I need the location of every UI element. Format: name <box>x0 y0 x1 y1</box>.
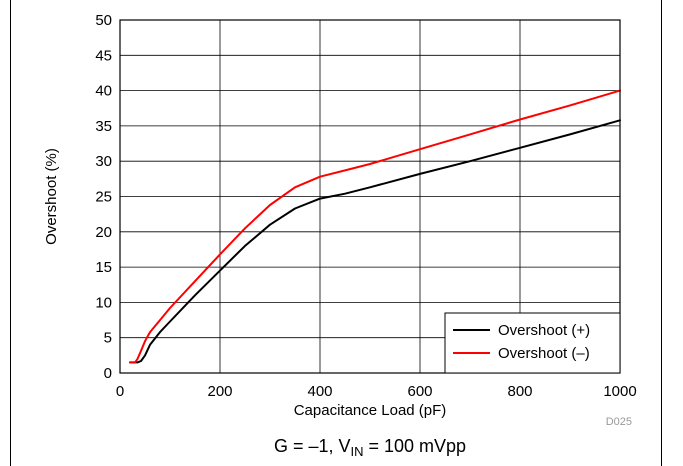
series-lines <box>129 89 621 364</box>
y-tick-label: 5 <box>104 330 112 347</box>
y-axis-title: Overshoot (%) <box>43 148 60 245</box>
legend: Overshoot (+) Overshoot (–) <box>444 312 621 374</box>
figure-frame <box>10 0 662 466</box>
x-tick-label: 1000 <box>603 383 636 400</box>
caption-suffix: = 100 mVpp <box>363 436 466 456</box>
legend-label-overshoot-plus: Overshoot (+) <box>498 322 590 339</box>
y-tick-label: 30 <box>95 153 112 170</box>
series-line-overshoot-minus <box>129 89 621 364</box>
figure-caption: G = –1, VIN = 100 mVpp <box>274 436 466 459</box>
caption-prefix: G = –1, V <box>274 436 351 456</box>
x-tick-label: 0 <box>116 383 124 400</box>
y-tick-label: 10 <box>95 294 112 311</box>
y-tick-label: 45 <box>95 47 112 64</box>
caption-subscript: IN <box>350 444 363 459</box>
grid-lines <box>120 20 620 373</box>
figure-id: D025 <box>606 416 632 428</box>
x-tick-label: 600 <box>407 383 432 400</box>
y-tick-label: 0 <box>104 365 112 382</box>
y-tick-label: 50 <box>95 12 112 29</box>
legend-label-overshoot-minus: Overshoot (–) <box>498 345 590 362</box>
y-tick-label: 20 <box>95 224 112 241</box>
series-line-overshoot-plus <box>129 119 621 364</box>
y-tick-label: 35 <box>95 118 112 135</box>
x-tick-label: 400 <box>307 383 332 400</box>
x-tick-label: 200 <box>207 383 232 400</box>
x-tick-label: 800 <box>507 383 532 400</box>
x-tick-labels: 0 200 400 600 800 1000 <box>116 383 637 400</box>
plot-border <box>119 19 621 374</box>
y-tick-labels: 0 5 10 15 20 25 30 35 40 45 50 <box>95 12 112 382</box>
y-tick-label: 15 <box>95 259 112 276</box>
y-tick-label: 40 <box>95 83 112 100</box>
y-tick-label: 25 <box>95 189 112 206</box>
x-axis-title: Capacitance Load (pF) <box>294 402 447 419</box>
legend-box <box>444 312 621 374</box>
